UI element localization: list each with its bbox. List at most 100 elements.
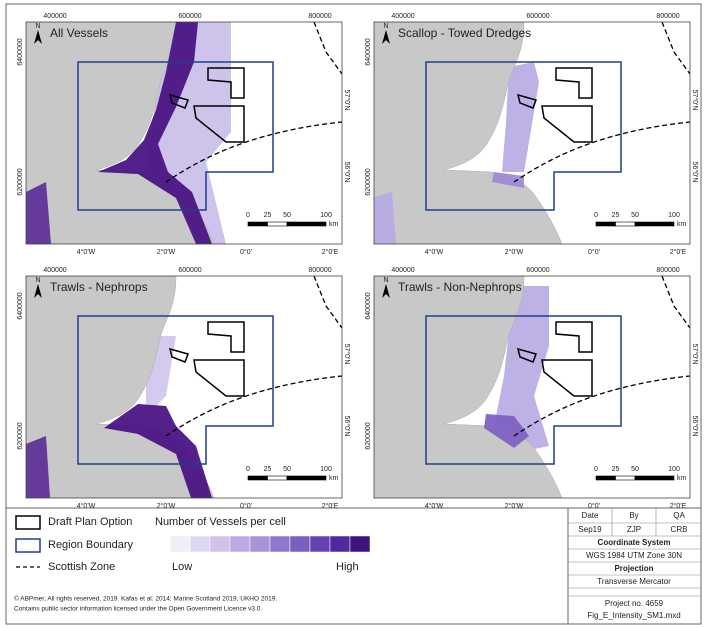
top-tick-label: 800000: [656, 267, 679, 274]
left-tick-label: 6200000: [365, 168, 372, 195]
scale-label: 50: [283, 466, 291, 473]
draft-plan-option: [168, 347, 189, 363]
top-tick-label: 800000: [308, 267, 331, 274]
north-arrow: [382, 284, 390, 298]
right-tick-label: 57°0'N: [343, 344, 351, 365]
draft-plan-option: [541, 105, 593, 143]
frame-border: [373, 21, 691, 245]
credit: © ABPmer, All rights reserved, 2019. Kaf…: [14, 595, 277, 603]
bottom-tick-label: 2°0'E: [670, 248, 687, 256]
table-cell: Sep19: [578, 525, 602, 534]
scale-label: 25: [612, 466, 620, 473]
credit: Contains public sector information licen…: [14, 606, 262, 613]
top-tick-label: 400000: [43, 267, 66, 274]
top-tick-label: 600000: [178, 13, 201, 20]
draft-plan-option: [555, 321, 593, 353]
scottish-zone: [661, 276, 690, 329]
scale-label: 50: [631, 212, 639, 219]
ramp-swatch: [189, 535, 211, 553]
north-label: N: [383, 23, 388, 30]
scale-bar-segment: [286, 475, 327, 481]
bottom-tick-label: 0°0': [588, 248, 600, 256]
scale-label: 100: [320, 212, 332, 219]
scale-bar-segment: [615, 221, 636, 227]
panel-title: All Vessels: [50, 26, 108, 40]
land: [374, 22, 563, 244]
frame-border: [373, 275, 691, 499]
draft-plan-option: [541, 359, 593, 397]
top-tick-label: 600000: [526, 13, 549, 20]
ramp-high: High: [336, 561, 359, 573]
scale-unit: km: [329, 221, 339, 228]
scale-label: 0: [594, 212, 598, 219]
bottom-tick-label: 4°0'W: [77, 248, 96, 256]
top-tick-label: 400000: [391, 13, 414, 20]
scale-bar-segment: [595, 221, 616, 227]
ramp-swatch: [349, 535, 371, 553]
table-cell: ZJP: [627, 525, 641, 534]
intensity-area: [104, 404, 212, 498]
top-tick-label: 600000: [526, 267, 549, 274]
top-tick-label: 600000: [178, 267, 201, 274]
right-tick-label: 56°0'N: [343, 416, 351, 437]
draft-plan-option: [207, 321, 245, 353]
bottom-tick-label: 2°0'E: [322, 248, 339, 256]
ramp-swatch: [269, 535, 291, 553]
table-header: By: [629, 511, 638, 520]
scale-label: 0: [594, 466, 598, 473]
legend-swatch: [15, 538, 41, 553]
map-frame: N Trawls - Nephrops 0 25 50 100 km: [26, 276, 342, 498]
ramp-title: Number of Vessels per cell: [155, 516, 286, 528]
scale-unit: km: [677, 221, 687, 228]
frame-border: [25, 275, 343, 499]
left-tick-label: 6200000: [17, 168, 24, 195]
bottom-tick-label: 2°0'W: [157, 248, 176, 256]
region-boundary: [425, 61, 622, 211]
table-cell: Project no. 4659: [605, 599, 664, 608]
scale-bar-segment: [634, 221, 675, 227]
top-tick-label: 800000: [656, 13, 679, 20]
scale-label: 25: [264, 212, 272, 219]
scale-bar-segment: [267, 475, 288, 481]
legend: Draft Plan Option Region Boundary Scottish…: [14, 515, 371, 613]
scale-label: 0: [246, 212, 250, 219]
scale-label: 0: [246, 466, 250, 473]
table-label: Projection: [614, 564, 653, 573]
scottish-zone: [513, 375, 690, 437]
right-tick-label: 56°0'N: [691, 162, 699, 183]
frame-border: [25, 21, 343, 245]
draft-plan-option: [555, 67, 593, 99]
north-arrow: [382, 30, 390, 44]
draft-plan-option: [516, 347, 537, 363]
scale-unit: km: [329, 475, 339, 482]
right-tick-label: 56°0'N: [691, 416, 699, 437]
scottish-zone: [313, 22, 342, 75]
left-tick-label: 6400000: [17, 292, 24, 319]
scale-bar-segment: [286, 221, 327, 227]
bottom-tick-label: 2°0'W: [505, 502, 524, 510]
north-label: N: [35, 277, 40, 284]
right-tick-label: 56°0'N: [343, 162, 351, 183]
map-panel: N Trawls - Non-Nephrops 0 25 50 100 km 400000 60…: [365, 267, 699, 510]
north-label: N: [383, 277, 388, 284]
map-panel: N Scallop - Towed Dredges 0 25 50 100 km 400000…: [365, 13, 699, 256]
bottom-tick-label: 4°0'W: [77, 502, 96, 510]
table-cell: Transverse Mercator: [597, 577, 671, 586]
bottom-tick-label: 2°0'E: [322, 502, 339, 510]
scale-bar-segment: [615, 475, 636, 481]
north-arrow: [34, 30, 42, 44]
intensity-area: [492, 172, 524, 188]
scale-label: 25: [264, 466, 272, 473]
draft-plan-option: [168, 93, 189, 109]
left-tick-label: 6400000: [365, 292, 372, 319]
ramp-swatch: [249, 535, 271, 553]
scottish-zone: [661, 22, 690, 75]
left-tick-label: 6400000: [365, 38, 372, 65]
panel-title: Trawls - Non-Nephrops: [398, 280, 522, 294]
draft-plan-option: [193, 359, 245, 397]
scale-label: 50: [283, 212, 291, 219]
region-boundary: [77, 61, 274, 211]
scale-bar-segment: [247, 475, 268, 481]
scale-label: 100: [668, 212, 680, 219]
